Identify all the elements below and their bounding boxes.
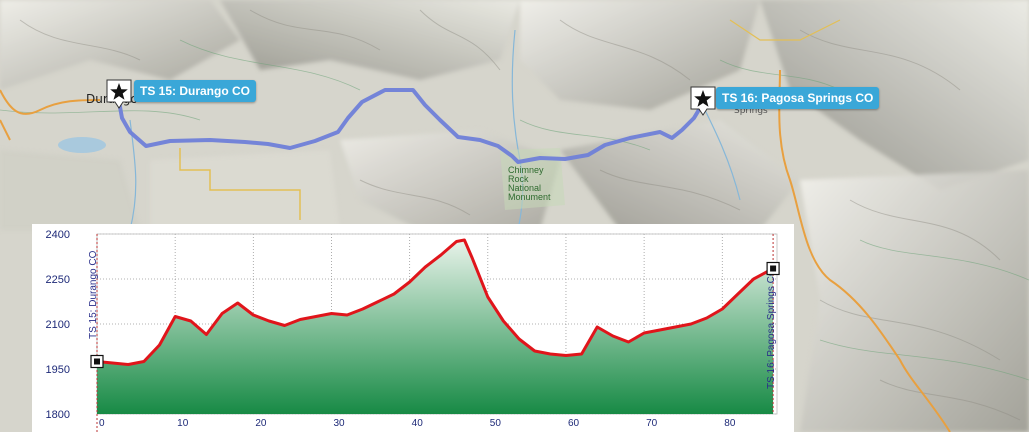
contour-lines <box>0 39 1029 381</box>
place-label-springs: Springs <box>734 106 768 116</box>
x-tick-label: 30 <box>333 418 345 429</box>
elevation-profile-panel[interactable]: 1800 1950 2100 2250 2400 0 10 20 30 40 50 60 70 80 T… <box>32 224 794 432</box>
x-tick-label: 50 <box>490 418 502 429</box>
monument-label-line-4: Monument <box>508 192 551 202</box>
elevation-chart: 1800 1950 2100 2250 2400 0 10 20 30 40 50 60 70 80 T… <box>46 229 780 432</box>
marker-label-pagosa[interactable]: TS 16: Pagosa Springs CO <box>716 87 880 109</box>
y-tick-label: 1950 <box>46 364 70 376</box>
x-axis: 0 10 20 30 40 50 60 70 80 <box>99 418 736 429</box>
y-tick-label: 2100 <box>46 319 70 331</box>
y-tick-label: 2400 <box>46 229 70 241</box>
x-tick-label: 0 <box>99 418 105 429</box>
elevation-line <box>96 238 774 366</box>
x-tick-label: 10 <box>177 418 189 429</box>
x-tick-label: 70 <box>646 418 658 429</box>
start-marker-box[interactable] <box>90 354 104 369</box>
lake <box>58 137 106 153</box>
marker-box-fill <box>770 265 777 272</box>
x-tick-label: 20 <box>255 418 267 429</box>
marker-label-durango[interactable]: TS 15: Durango CO <box>134 80 257 102</box>
monument-label-line-1: Chimney <box>508 165 544 175</box>
start-location-label: TS 15: Durango CO <box>88 250 99 339</box>
y-tick-label: 1800 <box>46 409 70 421</box>
roads <box>0 19 951 432</box>
monument-area <box>500 148 565 210</box>
star-pin-icon[interactable] <box>690 86 716 116</box>
y-axis: 1800 1950 2100 2250 2400 <box>46 229 70 421</box>
end-marker-box[interactable] <box>766 261 780 276</box>
x-tick-label: 80 <box>724 418 736 429</box>
x-tick-label: 40 <box>412 418 424 429</box>
star-pin-icon[interactable] <box>106 79 132 109</box>
marker-box-fill <box>94 358 100 365</box>
elevation-area <box>97 240 774 414</box>
monument-label-line-2: Rock <box>508 174 529 184</box>
ridge-lines <box>19 9 1021 421</box>
monument-label: Chimney Rock National Monument <box>508 166 551 202</box>
monument-label-line-3: National <box>508 183 542 193</box>
x-tick-label: 60 <box>568 418 580 429</box>
route-line[interactable] <box>116 88 702 164</box>
end-location-label: TS 16: Pagosa Springs CO <box>766 268 777 389</box>
y-tick-label: 2250 <box>46 274 70 286</box>
